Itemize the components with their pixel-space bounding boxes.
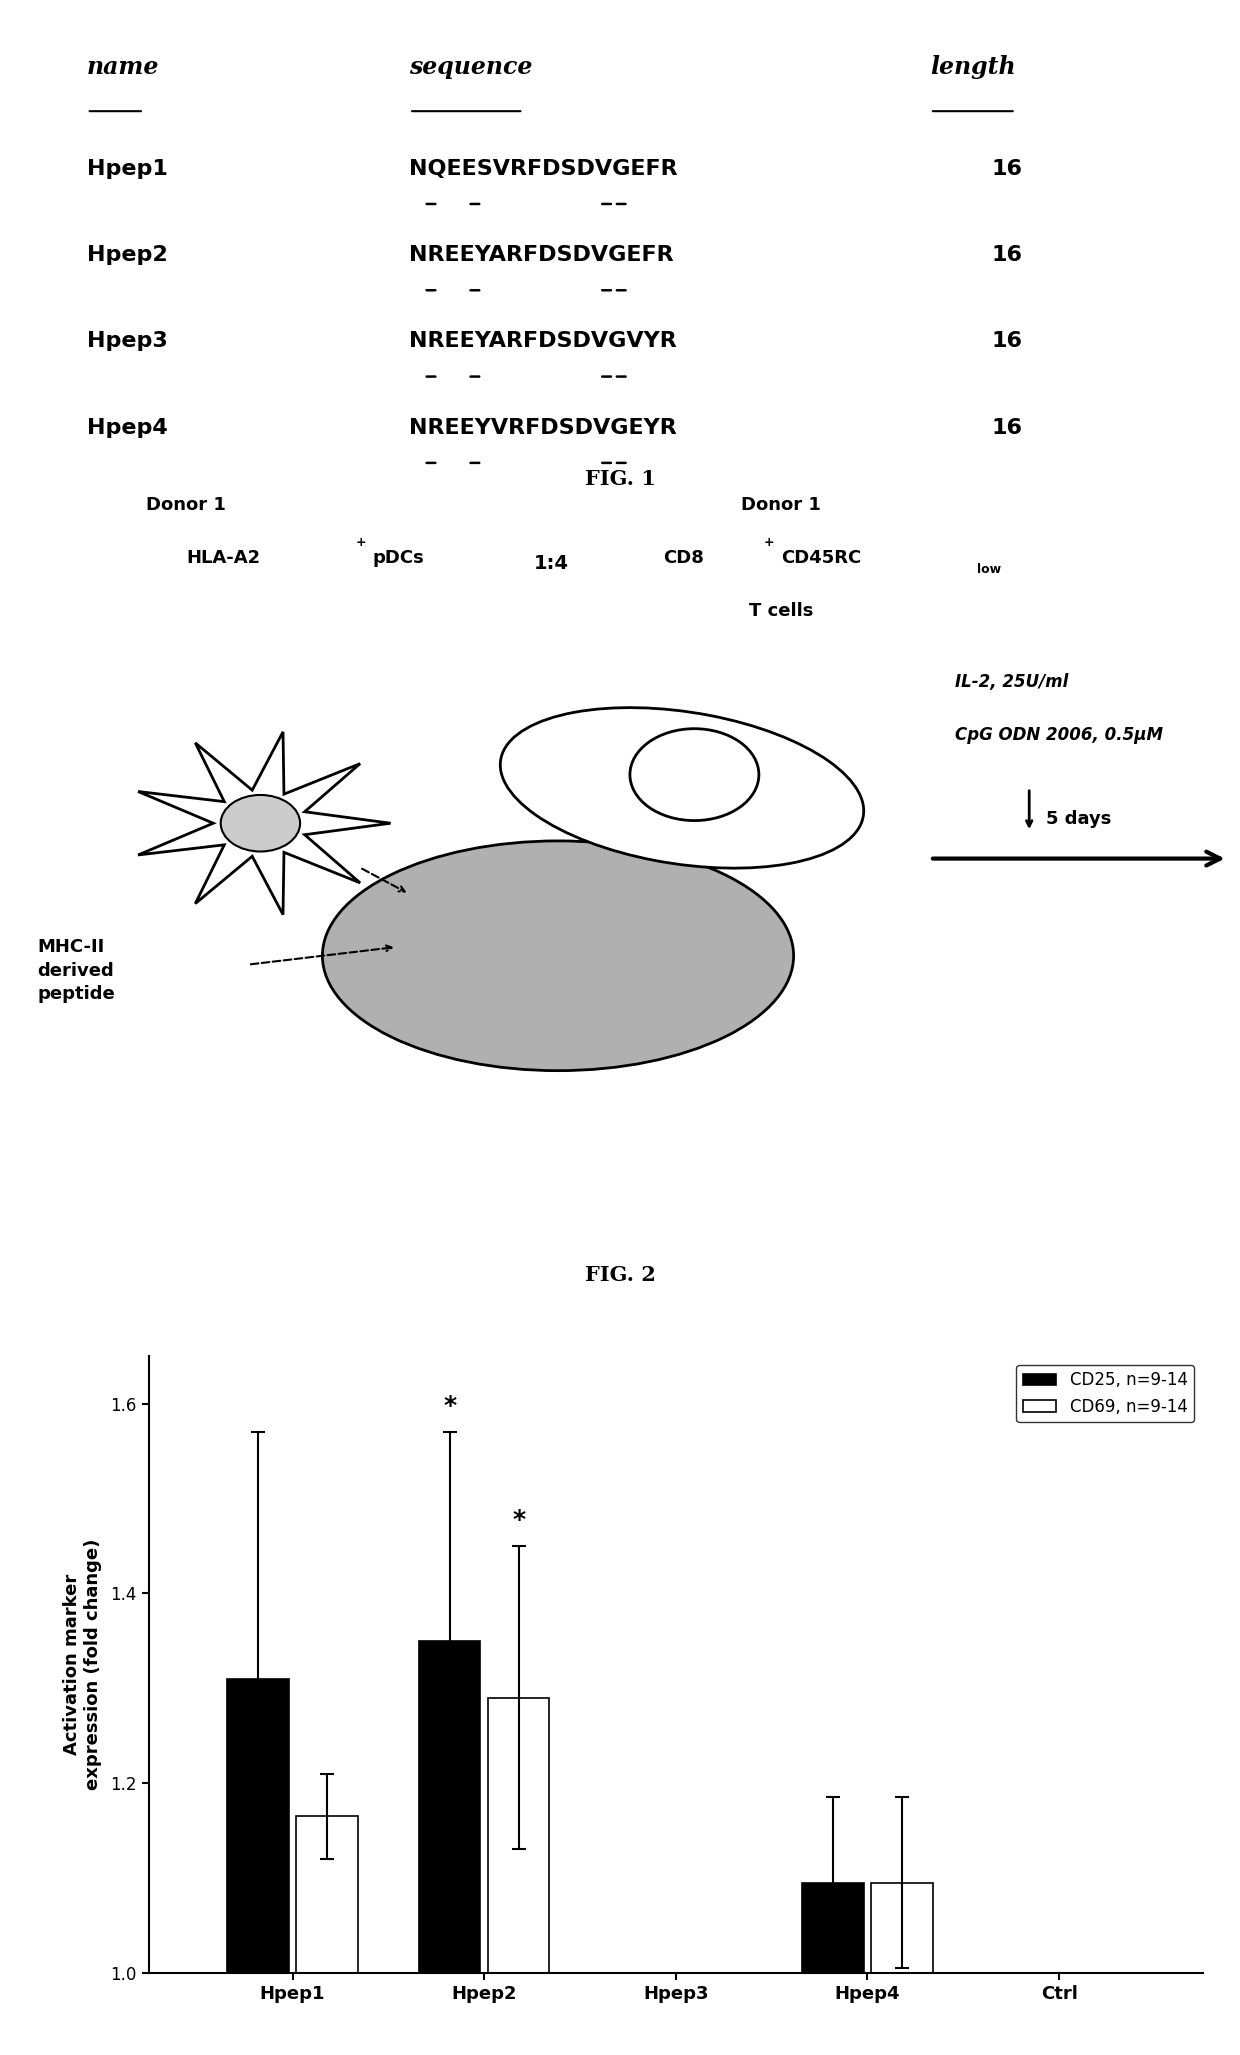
Text: +: +: [356, 536, 367, 549]
Text: *: *: [512, 1508, 526, 1531]
Ellipse shape: [322, 840, 794, 1071]
Text: low: low: [977, 563, 1001, 575]
Text: Donor 1: Donor 1: [146, 495, 226, 514]
Polygon shape: [138, 732, 391, 914]
Ellipse shape: [500, 707, 864, 867]
Text: sequence: sequence: [409, 55, 532, 78]
Text: NREEYARFDSDVGVYR: NREEYARFDSDVGVYR: [409, 331, 677, 351]
Text: FIG. 1: FIG. 1: [584, 469, 656, 489]
Text: Donor 1: Donor 1: [742, 495, 821, 514]
Circle shape: [630, 730, 759, 820]
Text: pDCs: pDCs: [372, 549, 424, 567]
Text: Hpep1: Hpep1: [87, 158, 167, 179]
Legend: CD25, n=9-14, CD69, n=9-14: CD25, n=9-14, CD69, n=9-14: [1017, 1365, 1194, 1422]
Bar: [227, 1679, 289, 1973]
Text: 5 days: 5 days: [1047, 810, 1111, 828]
Text: 16: 16: [992, 331, 1023, 351]
Text: CD8: CD8: [663, 549, 704, 567]
Text: CpG ODN 2006, 0.5μM: CpG ODN 2006, 0.5μM: [955, 725, 1163, 744]
Text: length: length: [930, 55, 1016, 78]
Text: Hpep4: Hpep4: [87, 417, 167, 438]
Bar: [802, 1882, 863, 1973]
Text: 16: 16: [992, 417, 1023, 438]
Text: NQEESVRFDSDVGEFR: NQEESVRFDSDVGEFR: [409, 158, 678, 179]
Y-axis label: Activation marker
expression (fold change): Activation marker expression (fold chang…: [63, 1539, 102, 1790]
Text: MHC-II
derived
peptide: MHC-II derived peptide: [37, 937, 115, 1003]
Text: IL-2, 25U/ml: IL-2, 25U/ml: [955, 672, 1068, 690]
Bar: [419, 1640, 480, 1973]
Text: HLA-A2: HLA-A2: [186, 549, 260, 567]
Text: name: name: [87, 55, 159, 78]
Bar: [296, 1817, 357, 1973]
Bar: [489, 1697, 549, 1973]
Text: CD45RC: CD45RC: [781, 549, 862, 567]
Circle shape: [221, 795, 300, 851]
Text: 1:4: 1:4: [534, 553, 569, 573]
Text: *: *: [443, 1393, 456, 1418]
Text: 16: 16: [992, 158, 1023, 179]
Text: +: +: [764, 536, 775, 549]
Text: T cells: T cells: [749, 602, 813, 621]
Text: FIG. 2: FIG. 2: [584, 1266, 656, 1284]
Text: Hpep2: Hpep2: [87, 245, 167, 265]
Text: Hpep3: Hpep3: [87, 331, 167, 351]
Bar: [872, 1882, 932, 1973]
Text: NREEYARFDSDVGEFR: NREEYARFDSDVGEFR: [409, 245, 673, 265]
Text: NREEYVRFDSDVGEYR: NREEYVRFDSDVGEYR: [409, 417, 677, 438]
Text: 16: 16: [992, 245, 1023, 265]
